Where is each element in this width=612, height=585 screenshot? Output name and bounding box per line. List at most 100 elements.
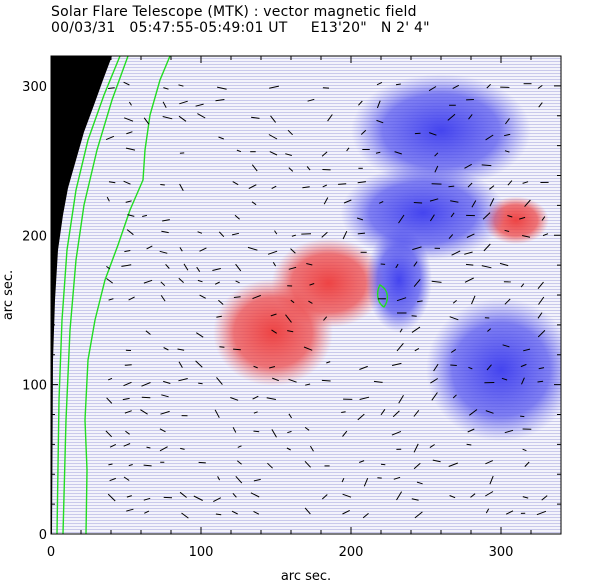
vector-mark	[198, 382, 203, 385]
vector-mark	[232, 427, 237, 433]
vector-mark	[216, 377, 223, 385]
vector-mark	[504, 298, 511, 305]
vector-mark	[159, 428, 166, 433]
vector-mark	[501, 377, 508, 381]
vector-mark	[107, 493, 116, 502]
vector-mark	[413, 278, 421, 288]
vector-mark	[251, 164, 258, 172]
vector-mark	[162, 219, 170, 222]
vector-mark	[109, 477, 116, 482]
vector-mark	[108, 87, 115, 89]
vector-mark	[541, 495, 548, 501]
vector-mark	[123, 476, 130, 481]
vector-mark	[269, 366, 276, 369]
vector-mark	[253, 510, 260, 515]
vector-mark	[288, 167, 294, 172]
vector-mark	[359, 460, 365, 463]
vector-mark	[124, 250, 131, 253]
vector-mark	[125, 430, 130, 435]
vector-mark	[195, 103, 204, 107]
vector-mark	[178, 378, 188, 382]
vector-mark	[124, 410, 132, 414]
vector-mark	[215, 513, 222, 516]
vector-mark	[431, 280, 442, 283]
vector-mark	[161, 394, 169, 398]
vector-mark	[485, 410, 494, 414]
vector-mark	[125, 147, 136, 151]
vector-mark	[507, 215, 513, 218]
vector-mark	[362, 513, 369, 519]
vector-mark	[429, 444, 435, 449]
y-axis-label: arc sec.	[1, 270, 16, 320]
vector-mark	[412, 246, 422, 251]
vector-mark	[143, 279, 153, 284]
vector-mark	[338, 183, 347, 185]
vector-mark	[162, 116, 173, 120]
vector-mark	[485, 460, 493, 465]
vector-mark	[197, 231, 203, 234]
vector-mark	[542, 233, 549, 237]
vector-mark	[471, 295, 476, 305]
vector-mark	[487, 328, 492, 332]
vector-mark	[179, 100, 188, 105]
vector-mark	[376, 119, 384, 124]
vector-mark	[290, 299, 295, 304]
vector-mark	[303, 346, 313, 351]
vector-mark	[143, 117, 150, 125]
vector-mark	[452, 84, 460, 90]
vector-mark	[391, 362, 402, 366]
vector-mark	[286, 447, 291, 451]
vector-mark	[287, 129, 293, 136]
vector-mark	[538, 296, 545, 305]
vector-mark	[193, 495, 203, 501]
vector-mark	[306, 263, 313, 266]
vector-mark	[178, 115, 187, 122]
vector-mark	[450, 348, 457, 353]
vector-mark	[416, 481, 423, 485]
vector-mark	[413, 261, 418, 267]
vector-mark	[413, 443, 419, 453]
vector-mark	[376, 81, 383, 86]
contour-lines	[56, 56, 389, 534]
vector-mark	[321, 379, 331, 382]
contour-limb-2	[62, 56, 129, 534]
vector-mark	[519, 216, 526, 220]
vector-mark	[411, 315, 417, 317]
vector-mark	[394, 151, 402, 155]
vector-mark	[306, 166, 311, 171]
vector-mark	[285, 314, 292, 323]
vector-mark	[123, 81, 130, 86]
vector-mark	[357, 413, 365, 421]
vector-mark	[429, 132, 437, 136]
vector-mark	[346, 147, 350, 152]
vector-mark	[304, 426, 310, 431]
vector-mark	[146, 245, 153, 250]
vector-mark	[309, 445, 314, 452]
vector-mark	[448, 462, 458, 467]
vector-mark	[430, 378, 438, 384]
vector-mark	[432, 459, 441, 463]
vector-mark	[234, 214, 240, 220]
vector-mark	[235, 263, 242, 272]
vector-mark	[304, 460, 311, 468]
x-tick-label: 0	[47, 545, 55, 560]
vector-mark	[504, 429, 514, 434]
vector-mark	[391, 430, 402, 436]
vector-mark	[450, 200, 459, 203]
vector-mark	[502, 344, 510, 348]
vector-mark	[399, 328, 403, 333]
vector-mark	[183, 263, 189, 271]
vector-mark	[483, 243, 491, 252]
off-disk-region	[51, 56, 112, 534]
vector-mark	[395, 263, 399, 269]
vector-mark	[431, 392, 438, 401]
vector-mark	[177, 348, 185, 351]
vector-mark	[180, 447, 185, 450]
vector-mark	[342, 230, 348, 240]
vector-mark	[486, 364, 492, 371]
x-axis-label: arc sec.	[281, 569, 331, 584]
vector-mark	[272, 261, 277, 267]
vector-mark	[230, 397, 239, 401]
vector-mark	[520, 415, 525, 418]
vector-mark	[321, 151, 328, 157]
